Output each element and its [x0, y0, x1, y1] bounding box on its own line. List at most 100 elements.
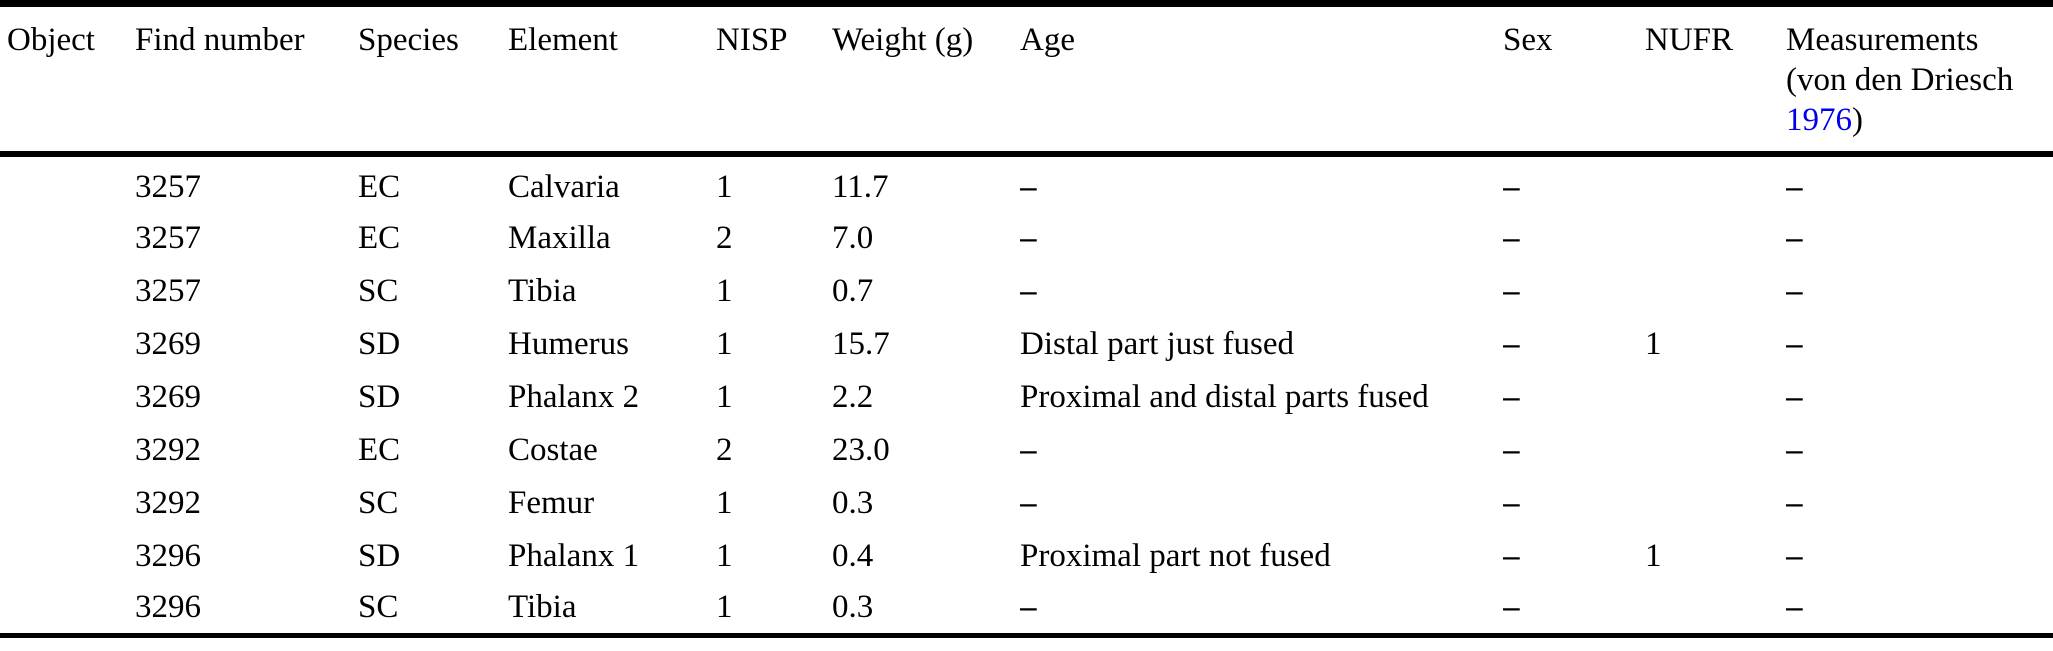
header-row: Object Find number Species Element NISP …: [0, 3, 2053, 157]
cell-nisp: 1: [716, 589, 733, 626]
col-header-weight: Weight (g): [832, 3, 1020, 157]
cell-nisp: 1: [716, 272, 733, 309]
cell-object: [0, 530, 135, 583]
cell-sex: –: [1503, 219, 1520, 256]
table-body: 3257 EC Calvaria 1 11.7 – – – 3257 EC Ma…: [0, 154, 2053, 636]
cell-age: –: [1020, 484, 1037, 521]
cell-age: –: [1020, 168, 1037, 205]
cell-find-number: 3257: [135, 168, 201, 205]
cell-weight: 23.0: [832, 431, 890, 468]
cell-measurements: –: [1786, 589, 1803, 626]
cell-element: Humerus: [508, 325, 629, 362]
table-row: 3292 SC Femur 1 0.3 – – –: [0, 477, 2053, 530]
cell-weight: 2.2: [832, 378, 874, 415]
cell-measurements: –: [1786, 168, 1803, 205]
cell-element: Phalanx 2: [508, 378, 640, 415]
cell-age: –: [1020, 219, 1037, 256]
cell-species: SC: [358, 589, 399, 626]
table-header: Object Find number Species Element NISP …: [0, 3, 2053, 157]
cell-sex: –: [1503, 537, 1520, 574]
cell-object: [0, 424, 135, 477]
cell-species: SD: [358, 325, 401, 362]
cell-weight: 15.7: [832, 325, 890, 362]
cell-sex: –: [1503, 272, 1520, 309]
table-row: 3269 SD Humerus 1 15.7 Distal part just …: [0, 318, 2053, 371]
cell-sex: –: [1503, 589, 1520, 626]
cell-age: –: [1020, 431, 1037, 468]
col-header-object: Object: [0, 3, 135, 157]
col-header-measurements: Measurements (von den Driesch 1976): [1786, 3, 2053, 157]
cell-sex: –: [1503, 325, 1520, 362]
measurements-label: Measurements (von den Driesch: [1786, 22, 2014, 98]
table-row: 3257 EC Calvaria 1 11.7 – – –: [0, 154, 2053, 212]
cell-weight: 0.3: [832, 484, 874, 521]
cell-find-number: 3296: [135, 589, 201, 626]
cell-nisp: 1: [716, 484, 733, 521]
cell-nufr: [1645, 154, 1786, 212]
cell-weight: 7.0: [832, 219, 874, 256]
cell-measurements: –: [1786, 431, 1803, 468]
cell-nisp: 1: [716, 378, 733, 415]
col-header-species: Species: [358, 3, 508, 157]
cell-object: [0, 154, 135, 212]
cell-species: SC: [358, 484, 399, 521]
cell-find-number: 3296: [135, 537, 201, 574]
cell-nufr: [1645, 583, 1786, 636]
cell-find-number: 3269: [135, 378, 201, 415]
cell-species: SC: [358, 272, 399, 309]
cell-species: EC: [358, 219, 401, 256]
cell-age: –: [1020, 272, 1037, 309]
cell-object: [0, 583, 135, 636]
cell-species: EC: [358, 168, 401, 205]
cell-age: –: [1020, 589, 1037, 626]
citation-link-1976[interactable]: 1976: [1786, 102, 1852, 138]
cell-element: Tibia: [508, 589, 577, 626]
cell-measurements: –: [1786, 272, 1803, 309]
cell-sex: –: [1503, 484, 1520, 521]
cell-element: Maxilla: [508, 219, 611, 256]
cell-species: SD: [358, 537, 401, 574]
cell-element: Phalanx 1: [508, 537, 640, 574]
cell-nufr: 1: [1645, 325, 1662, 362]
cell-measurements: –: [1786, 537, 1803, 574]
cell-object: [0, 318, 135, 371]
cell-object: [0, 477, 135, 530]
cell-object: [0, 371, 135, 424]
cell-nufr: 1: [1645, 537, 1662, 574]
table-row: 3257 EC Maxilla 2 7.0 – – –: [0, 212, 2053, 265]
cell-age: Distal part just fused: [1020, 325, 1295, 362]
cell-sex: –: [1503, 378, 1520, 415]
cell-element: Femur: [508, 484, 595, 521]
cell-sex: –: [1503, 168, 1520, 205]
table-row: 3269 SD Phalanx 2 1 2.2 Proximal and dis…: [0, 371, 2053, 424]
table-row: 3257 SC Tibia 1 0.7 – – –: [0, 265, 2053, 318]
col-header-element: Element: [508, 3, 716, 157]
cell-nufr: [1645, 265, 1786, 318]
cell-weight: 0.4: [832, 537, 874, 574]
cell-find-number: 3292: [135, 484, 201, 521]
cell-measurements: –: [1786, 219, 1803, 256]
col-header-nisp: NISP: [716, 3, 832, 157]
cell-weight: 0.7: [832, 272, 874, 309]
table-row: 3296 SC Tibia 1 0.3 – – –: [0, 583, 2053, 636]
cell-species: EC: [358, 431, 401, 468]
cell-find-number: 3269: [135, 325, 201, 362]
cell-measurements: –: [1786, 378, 1803, 415]
cell-weight: 11.7: [832, 168, 889, 205]
cell-nisp: 1: [716, 168, 733, 205]
col-header-sex: Sex: [1503, 3, 1645, 157]
cell-nisp: 2: [716, 431, 733, 468]
col-header-find-number: Find number: [135, 3, 358, 157]
cell-sex: –: [1503, 431, 1520, 468]
cell-nisp: 2: [716, 219, 733, 256]
cell-find-number: 3292: [135, 431, 201, 468]
table-row: 3296 SD Phalanx 1 1 0.4 Proximal part no…: [0, 530, 2053, 583]
cell-nufr: [1645, 477, 1786, 530]
measurements-label-suffix: ): [1852, 102, 1863, 138]
col-header-age: Age: [1020, 3, 1503, 157]
cell-nisp: 1: [716, 537, 733, 574]
cell-nufr: [1645, 424, 1786, 477]
cell-object: [0, 265, 135, 318]
cell-object: [0, 212, 135, 265]
